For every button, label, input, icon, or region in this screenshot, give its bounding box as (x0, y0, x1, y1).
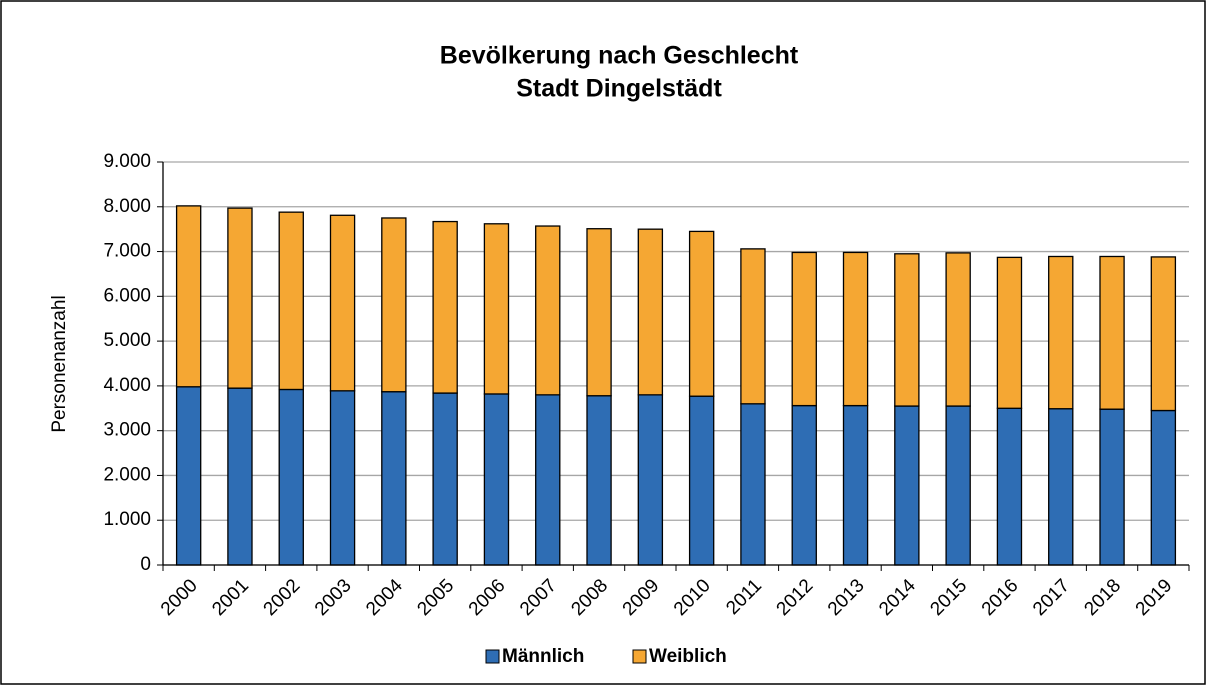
bar-segment (535, 225, 561, 396)
bar-segment (740, 403, 766, 566)
bar-segment (432, 220, 458, 394)
bar-segment (637, 394, 664, 566)
y-tick-label: 0 (140, 554, 151, 575)
y-tick-label: 2.000 (103, 464, 151, 485)
bar-segment (227, 387, 253, 566)
y-tick-label: 6.000 (103, 285, 151, 306)
bar-segment (688, 395, 715, 566)
legend-label: Männlich (502, 646, 584, 667)
bar-segment (842, 251, 869, 407)
bar-segment (688, 230, 715, 397)
bar-segment (945, 405, 971, 566)
bar-segment (791, 404, 817, 566)
bar-segment (483, 223, 510, 395)
chart-title: Stadt Dingelstädt (516, 75, 722, 103)
bar-segment (791, 251, 817, 407)
bar-segment (1099, 408, 1125, 566)
chart-title: Bevölkerung nach Geschlecht (440, 42, 799, 70)
bar-segment (1048, 408, 1074, 566)
bar-segment (381, 217, 407, 393)
bar-segment (586, 395, 612, 566)
y-tick-label: 3.000 (103, 420, 151, 441)
bar-segment (945, 252, 971, 407)
bar-segment (329, 214, 356, 392)
bar-segment (637, 228, 664, 396)
bar-segment (483, 393, 510, 566)
bar-segment (535, 394, 561, 566)
bar-segment (381, 391, 407, 566)
legend-swatch (485, 649, 500, 664)
bar-segment (1150, 409, 1177, 566)
legend-swatch (632, 649, 647, 664)
bar-segment (996, 407, 1023, 566)
y-tick-label: 5.000 (103, 330, 151, 351)
bar-segment (894, 405, 920, 566)
bar-segment (1048, 255, 1074, 410)
y-tick-label: 9.000 (103, 151, 151, 172)
bar-segment (175, 205, 202, 388)
bar-segment (586, 228, 612, 397)
bar-segment (227, 207, 253, 389)
bar-segment (842, 404, 869, 566)
y-tick-label: 8.000 (103, 196, 151, 217)
bar-segment (894, 253, 920, 407)
bar-segment (278, 388, 304, 566)
bar-segment (329, 390, 356, 566)
y-tick-label: 4.000 (103, 375, 151, 396)
y-tick-label: 1.000 (103, 509, 151, 530)
bar-segment (740, 248, 766, 405)
bar-segment (175, 386, 202, 566)
y-axis-title: Personenanzahl (49, 295, 70, 432)
bar-segment (278, 211, 304, 391)
legend-label: Weiblich (649, 646, 727, 667)
bar-segment (432, 392, 458, 566)
y-tick-label: 7.000 (103, 241, 151, 262)
bar-segment (996, 256, 1023, 409)
bar-segment (1150, 256, 1177, 412)
bar-segment (1099, 255, 1125, 410)
